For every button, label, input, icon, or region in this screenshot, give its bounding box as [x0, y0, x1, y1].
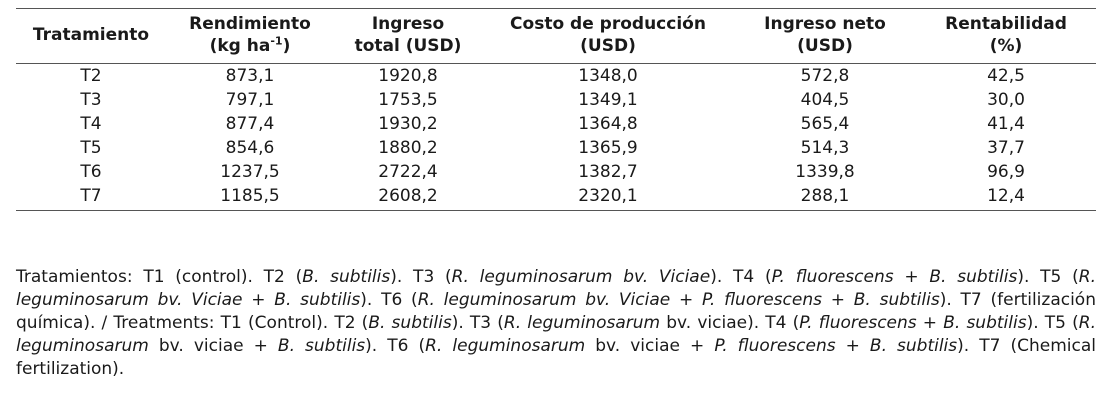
footnote-text: ). T6 (: [365, 336, 426, 356]
footnote-species-name: P. fluorescens + B. subtilis: [799, 313, 1027, 333]
header-row: Tratamiento Rendimiento (kg ha-1) Ingreso…: [16, 8, 1096, 64]
table-row: T2 873,1 1920,8 1348,0 572,8 42,5: [16, 64, 1096, 89]
table-row: T4 877,4 1930,2 1364,8 565,4 41,4: [16, 112, 1096, 136]
footnote-species-name: R. leguminosarum: [503, 313, 661, 333]
table-cell: 1348,0: [578, 66, 638, 86]
footnote-text: ). T3 (: [451, 313, 504, 333]
footnote-text: bv. viciae). T4 (: [660, 313, 800, 333]
table-cell: 42,5: [987, 66, 1025, 86]
table-header: Tratamiento Rendimiento (kg ha-1) Ingreso…: [16, 8, 1096, 64]
footnote-text: ). T3 (: [390, 267, 452, 287]
table-cell: 12,4: [987, 186, 1025, 206]
header-rentabilidad: Rentabilidad (%): [945, 14, 1067, 56]
table-cell: 854,6: [225, 138, 275, 158]
table-cell: 2722,4: [378, 162, 438, 182]
table-cell: T5: [80, 138, 102, 158]
table-cell: 797,1: [225, 90, 275, 110]
footnote-species-name: R. leguminosarum: [425, 336, 586, 356]
table-cell: T6: [80, 162, 102, 182]
table-cell: 288,1: [800, 186, 850, 206]
table-cell: T2: [80, 66, 102, 86]
table-cell: 2320,1: [578, 186, 638, 206]
table-cell: 1365,9: [578, 138, 638, 158]
table-footnote: Tratamientos: T1 (control). T2 (B. subti…: [16, 266, 1096, 381]
footnote-text: Tratamientos: T1 (control). T2 (: [16, 267, 303, 287]
footnote-text: bv. viciae +: [148, 336, 278, 356]
table-cell: 1349,1: [578, 90, 638, 110]
footnote-text: ). T4 (: [710, 267, 772, 287]
table-cell: T4: [80, 114, 102, 134]
table-row: T5 854,6 1880,2 1365,9 514,3 37,7: [16, 136, 1096, 160]
footnote-text: ). T5 (: [1026, 313, 1079, 333]
footnote-species-name: P. fluorescens + B. subtilis: [771, 267, 1018, 287]
table-row: T7 1185,5 2608,2 2320,1 288,1 12,4: [16, 184, 1096, 211]
table-cell: 565,4: [800, 114, 850, 134]
table-cell: 1339,8: [795, 162, 855, 182]
results-table: Tratamiento Rendimiento (kg ha-1) Ingreso…: [16, 8, 1096, 211]
table-cell: 1880,2: [378, 138, 438, 158]
footnote-text: ). T7 (fertilización química). / Treatme…: [16, 290, 1096, 333]
table-cell: 37,7: [987, 138, 1025, 158]
header-ingreso-neto: Ingreso neto (USD): [764, 14, 886, 56]
table-cell: 1920,8: [378, 66, 438, 86]
footnote-text: bv. viciae +: [585, 336, 715, 356]
table-cell: 1753,5: [378, 90, 438, 110]
footnote-species-name: R. leguminosarum bv. Viciae: [451, 267, 711, 287]
table-cell: 572,8: [800, 66, 850, 86]
footnote-species-name: R. leguminosarum: [16, 313, 1096, 356]
footnote-species-name: B. subtilis: [368, 313, 452, 333]
table-row: T6 1237,5 2722,4 1382,7 1339,8 96,9: [16, 160, 1096, 184]
table-cell: 514,3: [800, 138, 850, 158]
header-ingreso-total: Ingreso total (USD): [354, 14, 462, 56]
header-costo-produccion: Costo de producción (USD): [510, 14, 706, 56]
footnote-species-name: B. subtilis: [277, 336, 366, 356]
table-cell: T7: [80, 186, 102, 206]
table-body: T2 873,1 1920,8 1348,0 572,8 42,5 T3 797,1 1753,…: [16, 64, 1096, 211]
table-cell: 96,9: [987, 162, 1025, 182]
table-row: T3 797,1 1753,5 1349,1 404,5 30,0: [16, 88, 1096, 112]
footnote-text: ). T5 (: [1017, 267, 1079, 287]
table-cell: 404,5: [800, 90, 850, 110]
footnote-text: ). T7 (Chemical fertilization).: [16, 336, 1096, 379]
table-cell: 877,4: [225, 114, 275, 134]
footnote-species-name: R. leguminosarum bv. Viciae + P. fluores…: [417, 290, 940, 310]
table-cell: 1364,8: [578, 114, 638, 134]
header-rendimiento: Rendimiento (kg ha-1): [189, 14, 311, 56]
table-cell: 41,4: [987, 114, 1025, 134]
table-cell: T3: [80, 90, 102, 110]
table-cell: 1185,5: [220, 186, 280, 206]
footnote-text: ). T6 (: [360, 290, 418, 310]
header-tratamiento: Tratamiento: [32, 25, 150, 45]
footnote-species-name: R. leguminosarum bv. Viciae + B. subtili…: [16, 267, 1096, 310]
table-cell: 30,0: [987, 90, 1025, 110]
table-cell: 1382,7: [578, 162, 638, 182]
table-cell: 2608,2: [378, 186, 438, 206]
footnote-species-name: B. subtilis: [302, 267, 391, 287]
table-cell: 1237,5: [220, 162, 280, 182]
table-cell: 1930,2: [378, 114, 438, 134]
footnote-species-name: P. fluorescens + B. subtilis: [714, 336, 958, 356]
table-cell: 873,1: [225, 66, 275, 86]
